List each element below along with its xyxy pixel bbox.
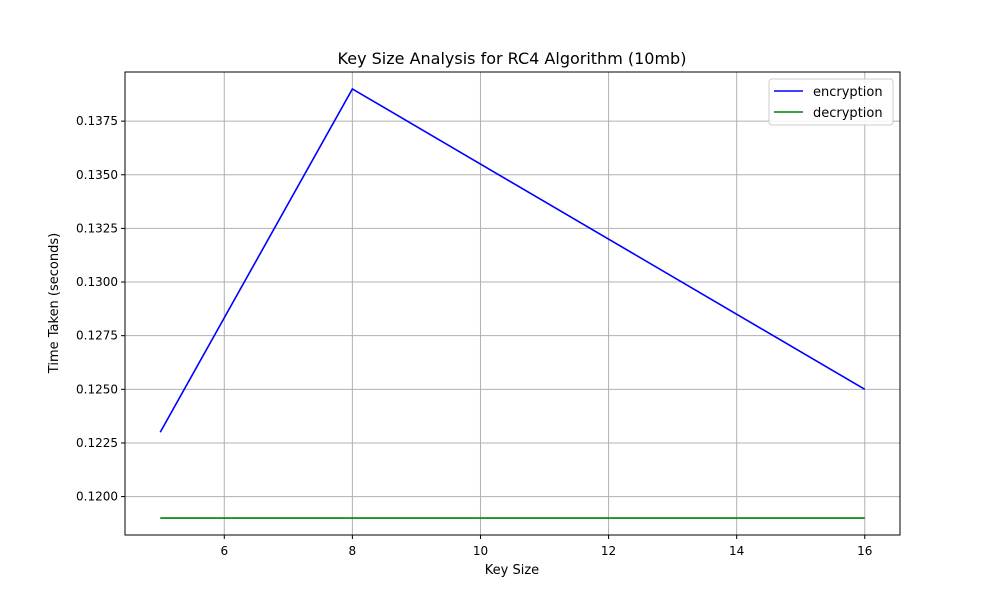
legend-label-decryption: decryption: [813, 106, 883, 121]
y-tick-label: 0.1325: [76, 221, 118, 235]
chart-title: Key Size Analysis for RC4 Algorithm (10m…: [338, 49, 687, 68]
y-axis-ticks: 0.1200 0.1225 0.1250 0.1275 0.1300 0.1325 0.13…: [76, 114, 125, 504]
grid: [125, 72, 900, 535]
legend: encryption decryption: [768, 78, 894, 126]
plot-frame: [124, 71, 901, 536]
y-tick-label: 0.1200: [76, 490, 118, 504]
encryption-line: [159, 87, 866, 433]
x-tick-label: 10: [473, 544, 488, 558]
y-tick-label: 0.1225: [76, 436, 118, 450]
y-tick-label: 0.1375: [76, 114, 118, 128]
x-tick-label: 6: [220, 544, 228, 558]
y-tick-label: 0.1275: [76, 329, 118, 343]
x-tick-label: 16: [857, 544, 872, 558]
x-tick-label: 14: [729, 544, 744, 558]
y-tick-label: 0.1300: [76, 275, 118, 289]
series-lines: [159, 87, 866, 519]
y-axis-label: Time Taken (seconds): [47, 233, 62, 374]
x-axis-label: Key Size: [485, 563, 539, 578]
y-tick-label: 0.1250: [76, 382, 118, 396]
x-tick-label: 12: [601, 544, 616, 558]
x-axis-ticks: 6 8 10 12 14 16: [220, 535, 872, 558]
legend-label-encryption: encryption: [813, 85, 883, 100]
y-tick-label: 0.1350: [76, 168, 118, 182]
x-tick-label: 8: [349, 544, 357, 558]
